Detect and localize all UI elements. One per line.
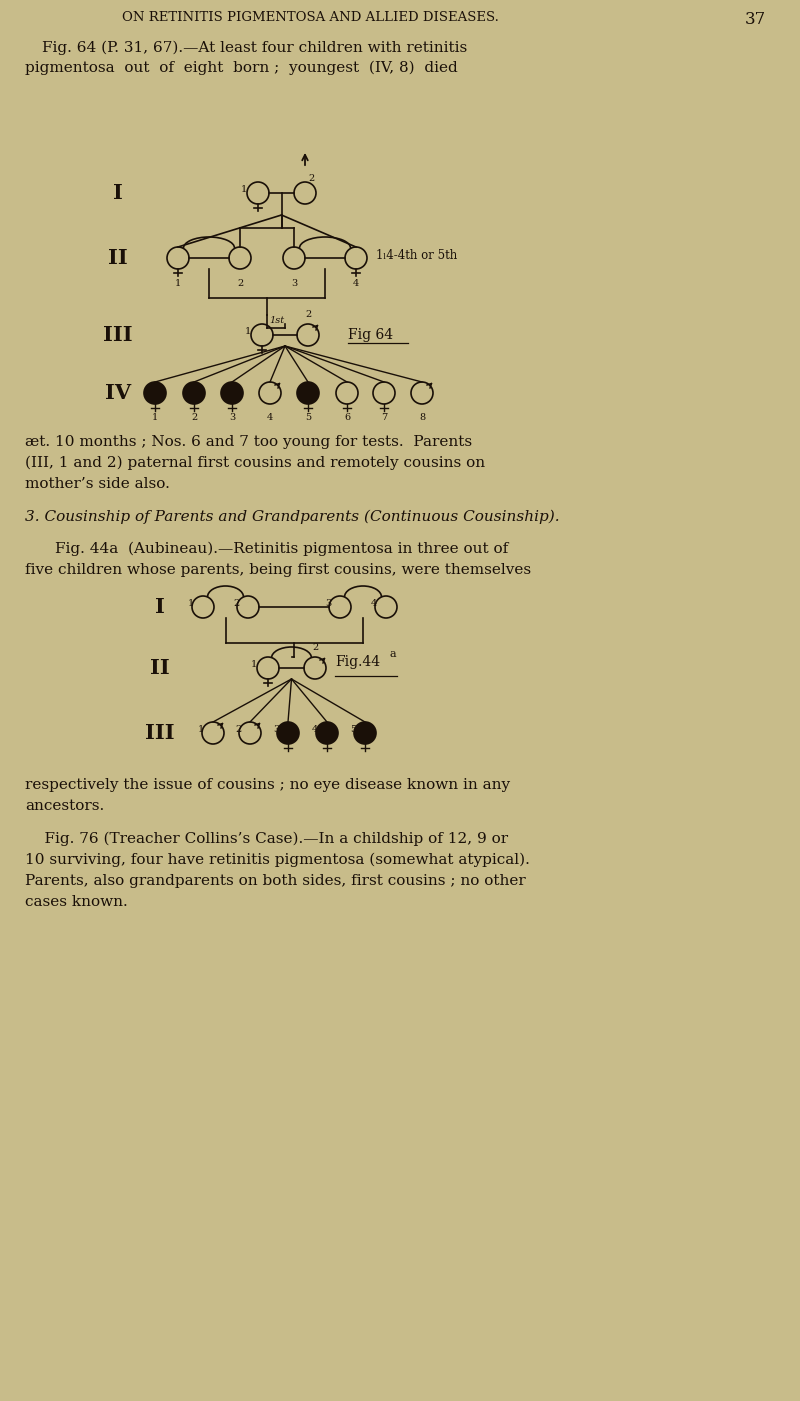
Circle shape [183,382,205,403]
Text: 3: 3 [273,724,279,734]
Text: 37: 37 [744,11,766,28]
Text: æt. 10 months ; Nos. 6 and 7 too young for tests.  Parents: æt. 10 months ; Nos. 6 and 7 too young f… [25,434,472,448]
Circle shape [354,722,376,744]
Text: 1: 1 [152,413,158,422]
Text: 3. Cousinship of Parents and Grandparents (Continuous Cousinship).: 3. Cousinship of Parents and Grandparent… [25,510,560,524]
Text: 2: 2 [235,724,241,734]
Text: III: III [145,723,175,743]
Text: 7: 7 [381,413,387,422]
Text: (III, 1 and 2) paternal first cousins and remotely cousins on: (III, 1 and 2) paternal first cousins an… [25,455,485,471]
Text: Fig 64: Fig 64 [348,328,393,342]
Text: Fig. 64 (P. 31, 67).—At least four children with retinitis: Fig. 64 (P. 31, 67).—At least four child… [42,41,467,56]
Text: 4: 4 [312,724,318,734]
Text: Fig. 76 (Treacher Collins’s Case).—In a childship of 12, 9 or: Fig. 76 (Treacher Collins’s Case).—In a … [25,832,508,846]
Text: 1st: 1st [269,317,284,325]
Text: I: I [155,597,165,616]
Text: Parents, also grandparents on both sides, first cousins ; no other: Parents, also grandparents on both sides… [25,874,526,888]
Circle shape [277,722,299,744]
Text: 2: 2 [233,598,239,608]
Text: 3: 3 [291,279,297,289]
Text: 2: 2 [312,643,318,651]
Text: ancestors.: ancestors. [25,799,104,813]
Text: IV: IV [105,382,131,403]
Text: 2: 2 [237,279,243,289]
Text: a: a [389,649,396,658]
Text: II: II [150,658,170,678]
Text: 1: 1 [198,724,204,734]
Text: Fig.44: Fig.44 [335,656,380,670]
Text: 1: 1 [245,326,251,335]
Text: 5: 5 [305,413,311,422]
Circle shape [297,382,319,403]
Text: 2: 2 [191,413,197,422]
Text: 4: 4 [371,598,377,608]
Text: 10 surviving, four have retinitis pigmentosa (somewhat atypical).: 10 surviving, four have retinitis pigmen… [25,853,530,867]
Text: 4: 4 [267,413,273,422]
Text: III: III [103,325,133,345]
Text: respectively the issue of cousins ; no eye disease known in any: respectively the issue of cousins ; no e… [25,778,510,792]
Text: 1: 1 [188,598,194,608]
Text: 1: 1 [175,279,181,289]
Text: II: II [108,248,128,268]
Text: 2: 2 [308,174,314,182]
Circle shape [221,382,243,403]
Text: 1: 1 [241,185,247,193]
Text: ON RETINITIS PIGMENTOSA AND ALLIED DISEASES.: ON RETINITIS PIGMENTOSA AND ALLIED DISEA… [122,11,498,24]
Text: pigmentosa  out  of  eight  born ;  youngest  (IV, 8)  died: pigmentosa out of eight born ; youngest … [25,62,458,76]
Text: 6: 6 [344,413,350,422]
Text: mother’s side also.: mother’s side also. [25,476,170,490]
Text: 3: 3 [325,598,331,608]
Text: 1: 1 [251,660,257,668]
Circle shape [144,382,166,403]
Circle shape [316,722,338,744]
Text: 1ₗ4-4th or 5th: 1ₗ4-4th or 5th [376,248,458,262]
Text: cases known.: cases known. [25,895,128,909]
Text: Fig. 44a  (Aubineau).—Retinitis pigmentosa in three out of: Fig. 44a (Aubineau).—Retinitis pigmentos… [55,542,508,556]
Text: 5: 5 [350,724,356,734]
Text: 8: 8 [419,413,425,422]
Text: I: I [113,184,123,203]
Text: five children whose parents, being first cousins, were themselves: five children whose parents, being first… [25,563,531,577]
Text: 4: 4 [353,279,359,289]
Text: 2: 2 [305,310,311,319]
Text: 3: 3 [229,413,235,422]
